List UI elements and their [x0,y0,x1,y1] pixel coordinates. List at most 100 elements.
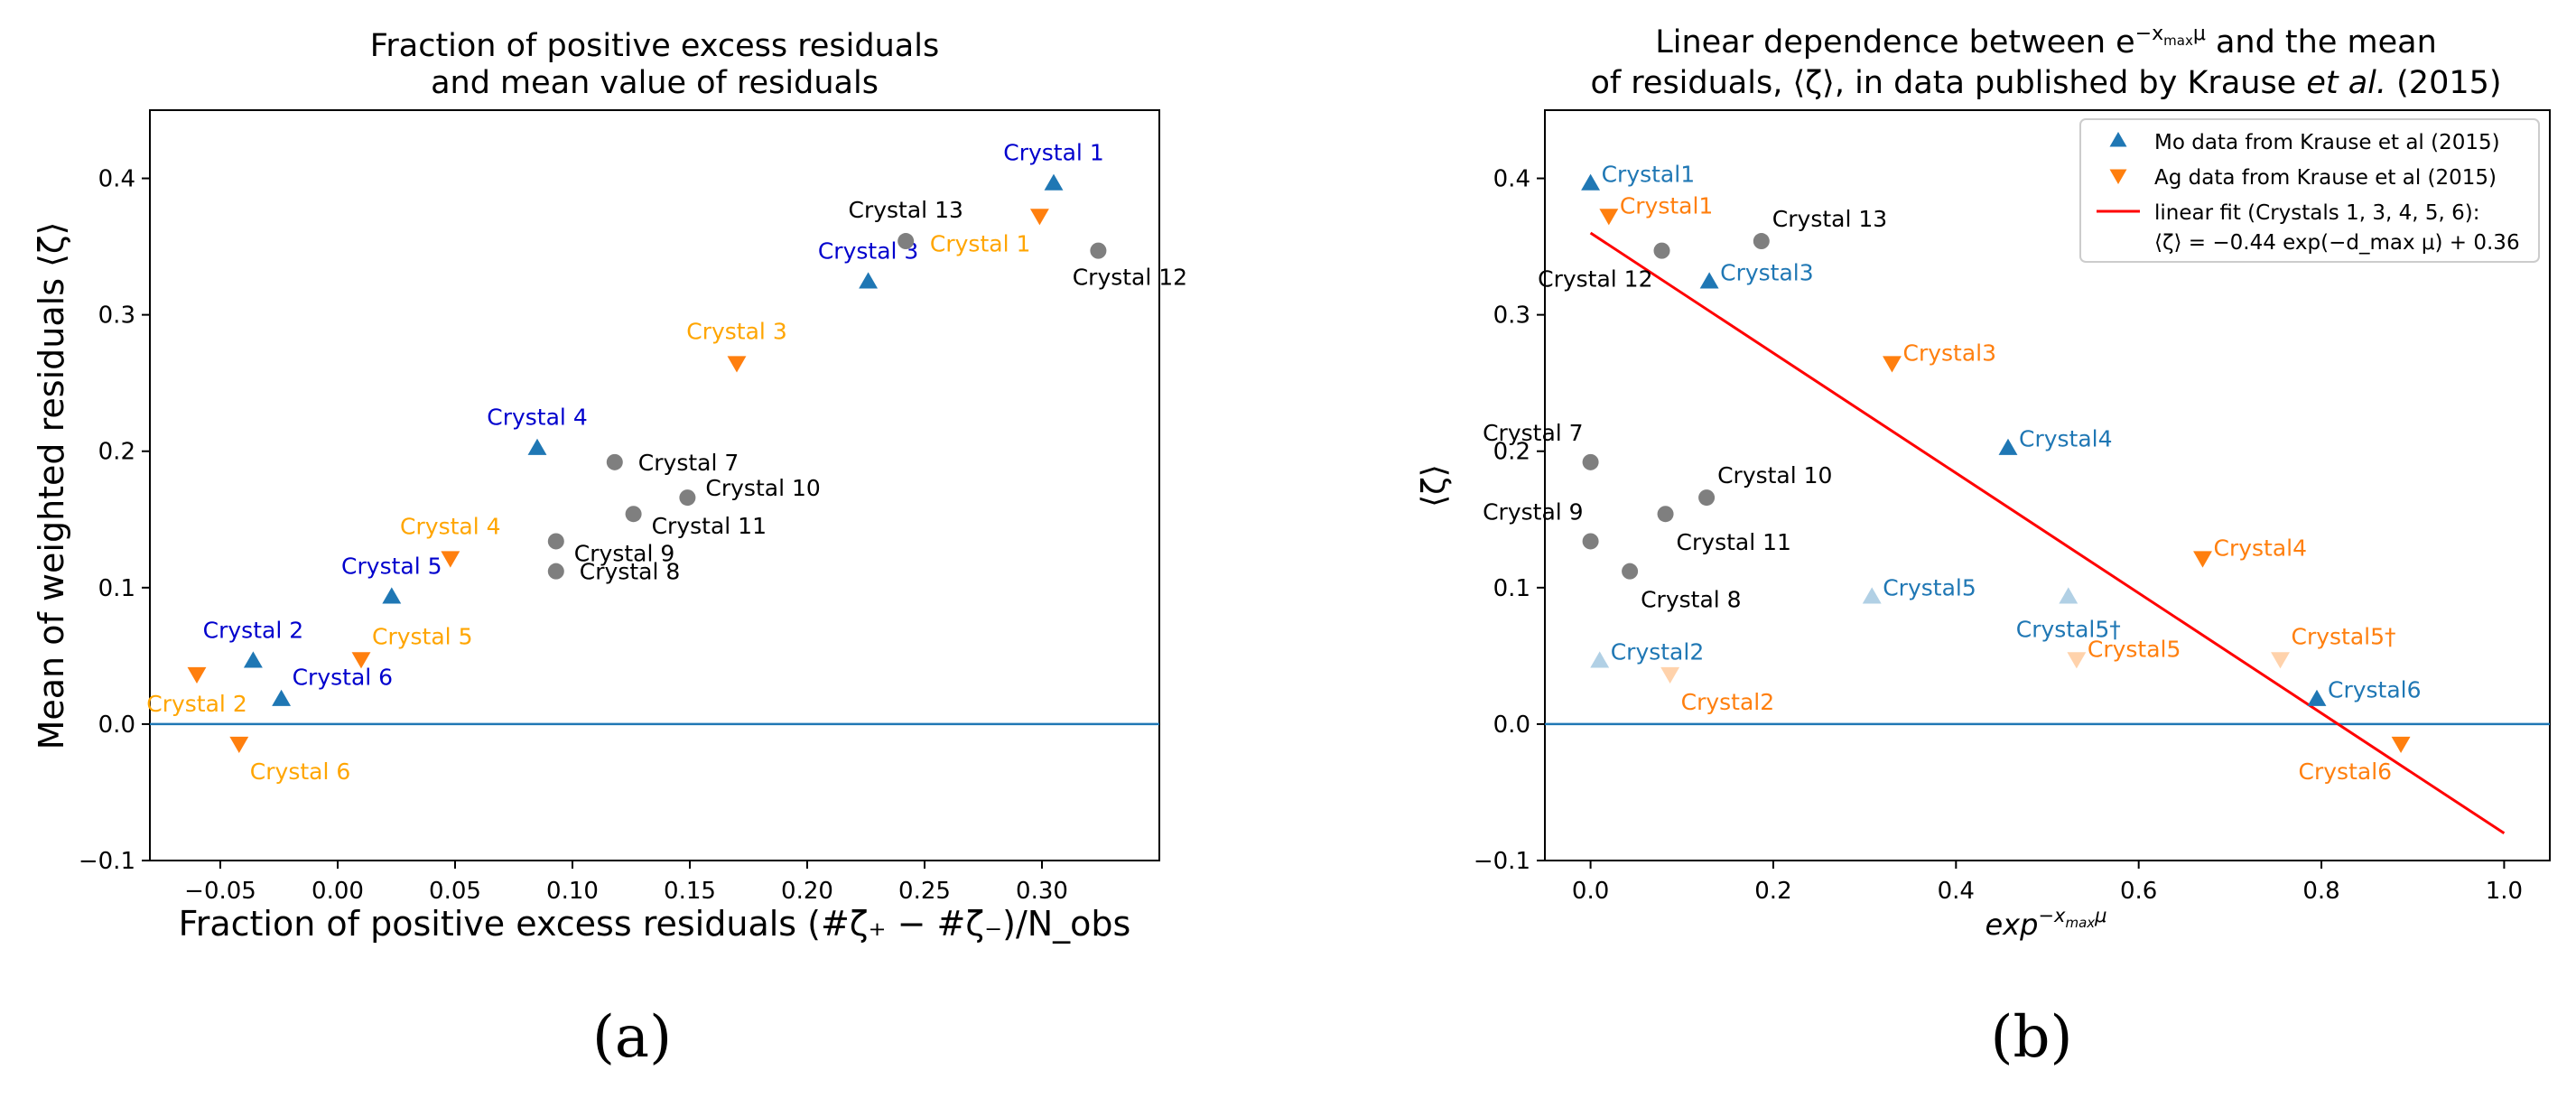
ag-point-marker [441,551,460,568]
point-label: Crystal 5 [372,623,472,649]
panel-b-x-axis-label: exp−xmaxμ [1985,905,2106,942]
ag-point-marker [1599,209,1619,226]
mo-point-marker [527,438,547,455]
panel-a-title-line2: and mean value of residuals [431,65,879,101]
panel-b-ytick-label: −0.1 [1474,848,1530,875]
panel-b: Linear dependence between e−xmaxμ and th… [1416,23,2551,1071]
point-label: Crystal 3 [686,319,786,345]
point-label: Crystal 2 [203,617,303,643]
point-label: Crystal2 [1611,638,1705,665]
panel-a-xtick-label: 0.10 [546,878,599,905]
grey-point-marker [1582,453,1599,470]
grey-point-marker [1698,489,1716,507]
panel-b-fit-layer [1589,231,2506,835]
panel-b-xtick-label: 0.6 [2120,878,2157,905]
grey-point-marker [547,533,564,550]
legend-ag-marker [2109,169,2127,184]
grey-point-marker [606,453,623,470]
panel-a-ytick-label: 0.1 [98,575,135,602]
panel-a-xtick-label: 0.15 [664,878,716,905]
grey-point-marker [1753,233,1770,250]
point-label: Crystal 5 [341,553,442,579]
panel-a-xtick-label: 0.20 [781,878,833,905]
panel-a-title-line1: Fraction of positive excess residuals [370,28,939,64]
point-label: Crystal 1 [1003,140,1103,166]
point-label: Crystal 11 [652,513,767,539]
ag-point-marker [1029,209,1049,226]
point-label: Crystal 10 [705,475,820,501]
mo-point-marker [2307,689,2327,706]
mo-point-marker [1862,587,1882,604]
panel-b-xtick-label: 1.0 [2486,878,2523,905]
point-label: Crystal 8 [580,559,680,585]
point-label: Crystal 7 [638,450,739,476]
grey-point-marker [1622,563,1639,580]
point-label: Crystal5† [2292,623,2396,649]
mo-point-marker [1998,438,2018,455]
panel-b-xtick-label: 0.4 [1938,878,1975,905]
ag-point-marker [2391,736,2411,754]
panel-b-title-line2: of residuals, ⟨ζ⟩, in data published by … [1590,65,2501,101]
point-label: Crystal 12 [1538,266,1652,293]
point-label: Crystal 11 [1677,529,1791,555]
grey-point-marker [1653,242,1670,259]
ag-point-marker [727,356,747,373]
point-label: Crystal 7 [1483,420,1583,446]
ag-point-marker [1660,666,1680,684]
panel-b-axes: 0.0 0.2 0.4 0.6 0.8 1.0 −0.1 0.0 0.1 0.2 0.3 0.4 [1474,166,2550,905]
panel-b-ytick-label: 0.0 [1493,712,1530,739]
mo-point-marker [272,689,292,706]
panel-a-ytick-label: 0.4 [98,166,135,193]
panel-a-marks: Crystal 1 Crystal 2 Crystal 3 Crystal 4 Crys… [146,140,1187,785]
panel-b-xtick-label: 0.2 [1754,878,1791,905]
panel-a: Fraction of positive excess residuals an… [32,28,1187,1071]
panel-b-label: (b) [1991,1004,2073,1071]
point-label: Crystal 1 [930,230,1030,256]
legend-mo-marker [2109,132,2127,147]
point-label: Crystal 13 [849,197,963,223]
ag-point-marker [1883,356,1902,373]
point-label: Crystal 6 [293,665,393,691]
mo-point-marker [1590,651,1610,668]
panel-a-ytick-label: 0.3 [98,302,135,330]
panel-a-label: (a) [592,1004,672,1071]
panel-b-ytick-label: 0.3 [1493,302,1530,330]
panel-a-x-axis-label: Fraction of positive excess residuals (#… [179,904,1131,944]
point-label: Crystal 9 [1483,498,1583,525]
panel-b-ytick-label: 0.1 [1493,575,1530,602]
point-label: Crystal 9 [574,540,674,566]
panel-b-ytick-label: 0.2 [1493,439,1530,466]
panel-a-xtick-label: 0.30 [1016,878,1068,905]
point-label: Crystal5 [2088,636,2181,662]
point-label: Crystal4 [2019,426,2113,452]
point-label: Crystal 13 [1772,206,1887,232]
point-label: Crystal5† [2016,616,2121,642]
ag-point-marker [2271,652,2290,669]
grey-point-marker [547,563,564,580]
panel-b-marks: Crystal1 Crystal2 Crystal3 Crystal4 Crystal5… [1483,162,2421,785]
ag-point-marker [351,652,371,669]
point-label: Crystal6 [2328,677,2422,703]
point-label: Crystal1 [1602,162,1696,188]
point-label: Crystal 6 [250,758,350,785]
ag-point-marker [187,666,207,684]
point-label: Crystal3 [1902,340,1996,367]
point-label: Crystal 12 [1073,265,1187,291]
panel-a-ytick-label: 0.2 [98,439,135,466]
point-label: Crystal3 [1720,259,1814,285]
panel-b-plot-area [1544,109,2551,861]
panel-a-ytick-label: 0.0 [98,712,135,739]
mo-point-marker [859,272,879,289]
mo-point-marker [1044,173,1064,191]
panel-a-plot-area [149,109,1160,861]
panel-a-ytick-label: −0.1 [79,848,135,875]
point-label: Crystal 4 [487,405,587,431]
panel-b-legend: Mo data from Krause et al (2015) Ag data … [2079,118,2540,263]
mo-point-marker [2059,587,2078,604]
point-label: Crystal 2 [146,691,246,717]
point-label: Crystal5 [1883,574,1976,600]
panel-b-y-axis-label: ⟨ζ⟩ [1416,464,1453,507]
panel-a-xtick-label: 0.00 [312,878,364,905]
legend-mo-label: Mo data from Krause et al (2015) [2154,131,2500,154]
